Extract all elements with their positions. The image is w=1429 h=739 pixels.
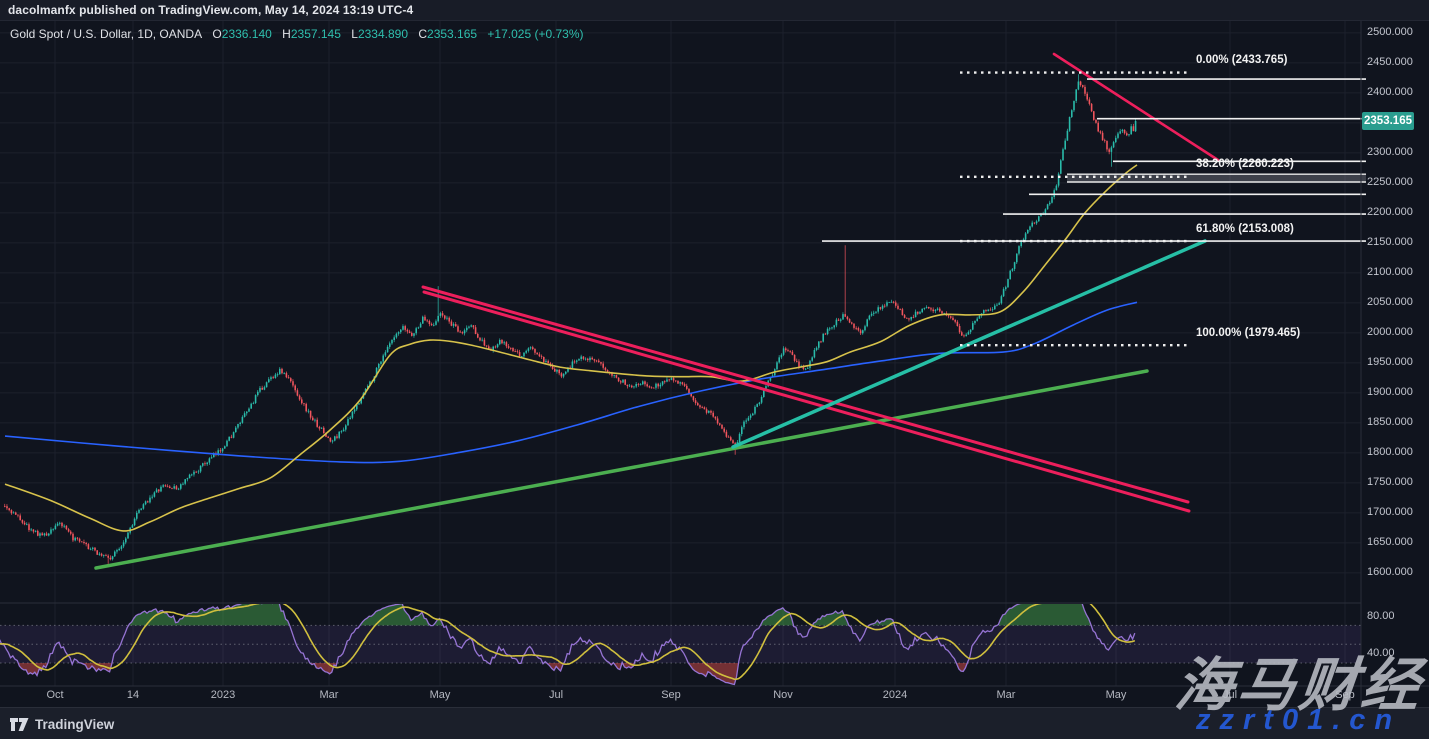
pink-channel-line	[421, 285, 1190, 504]
price-axis-label: 1650.000	[1367, 536, 1413, 549]
rsi-overbought-fill	[128, 604, 1092, 626]
price-axis-label: 1800.000	[1367, 446, 1413, 459]
time-axis-label: 14	[126, 689, 140, 701]
open-label: O	[212, 27, 222, 41]
time-axis-label: Mar	[319, 689, 339, 701]
price-axis-label: 2150.000	[1367, 236, 1413, 249]
moving-averages	[4, 164, 1138, 532]
attribution-bar: dacolmanfx published on TradingView.com,…	[0, 0, 1429, 21]
indicator-axis-label: 40.00	[1367, 647, 1395, 660]
price-axis-label: 2050.000	[1367, 296, 1413, 309]
fib-label: 0.00% (2433.765)	[1196, 54, 1288, 67]
price-axis-label: 2200.000	[1367, 206, 1413, 219]
symbol-title: Gold Spot / U.S. Dollar, 1D, OANDA	[10, 27, 203, 41]
price-axis-label: 2400.000	[1367, 86, 1413, 99]
time-axis-label: Jul	[548, 689, 564, 701]
sma-fast-line	[4, 164, 1138, 532]
fib-label: 61.80% (2153.008)	[1196, 222, 1294, 235]
rsi-line	[0, 604, 1136, 686]
symbol-legend[interactable]: Gold Spot / U.S. Dollar, 1D, OANDA O2336…	[10, 27, 584, 41]
time-axis-label: May	[429, 689, 451, 701]
indicator-axis-label: 80.00	[1367, 609, 1395, 622]
time-axis-label: Jul	[1222, 689, 1238, 701]
price-axis-label: 1850.000	[1367, 416, 1413, 429]
open-value: 2336.140	[221, 27, 272, 41]
high-label: H	[282, 27, 291, 41]
price-axis-label: 1700.000	[1367, 506, 1413, 519]
rising-support-green	[94, 369, 1149, 570]
rsi-oversold-fill	[18, 663, 968, 685]
price-axis-label: 2450.000	[1367, 56, 1413, 69]
descending-pink	[1052, 52, 1220, 162]
footer-bar: TradingView	[0, 707, 1429, 739]
time-axis-label: Nov	[773, 689, 793, 701]
price-axis-label: 1600.000	[1367, 566, 1413, 579]
price-axis-label: 2100.000	[1367, 266, 1413, 279]
time-axis-label: Oct	[46, 689, 64, 701]
trendlines	[94, 52, 1220, 570]
price-axis-label: 2500.000	[1367, 26, 1413, 39]
close-label: C	[418, 27, 428, 41]
tradingview-logo-icon[interactable]	[10, 717, 29, 732]
price-levels	[822, 71, 1366, 347]
pink-channel-line	[422, 290, 1191, 513]
attribution-text: dacolmanfx published on TradingView.com,…	[8, 3, 414, 17]
gray-band	[1067, 174, 1366, 182]
time-axis-label: Sep	[1335, 689, 1355, 701]
change-value: +17.025 (+0.73%)	[487, 27, 584, 41]
rsi-ma-line	[0, 604, 1136, 681]
price-axis-label: 2000.000	[1367, 326, 1413, 339]
price-axis-label: 2300.000	[1367, 146, 1413, 159]
low-value: 2334.890	[357, 27, 408, 41]
price-axis-label: 1950.000	[1367, 356, 1413, 369]
price-axis-label: 1750.000	[1367, 476, 1413, 489]
close-value: 2353.165	[427, 27, 478, 41]
time-axis-label: May	[1105, 689, 1127, 701]
time-axis-label: Sep	[661, 689, 681, 701]
last-price-value: 2353.165	[1364, 115, 1412, 127]
time-axis-label: 2023	[210, 689, 236, 701]
high-value: 2357.145	[290, 27, 341, 41]
time-axis-label: Mar	[996, 689, 1016, 701]
low-label: L	[351, 27, 358, 41]
time-axis-label: 2024	[882, 689, 908, 701]
last-price-badge: 2353.165	[1362, 112, 1414, 130]
tradingview-brand[interactable]: TradingView	[35, 716, 115, 732]
price-axis-label: 2250.000	[1367, 176, 1413, 189]
fib-label: 38.20% (2260.223)	[1196, 158, 1294, 171]
fib-label: 100.00% (1979.465)	[1196, 326, 1301, 339]
candles	[4, 74, 1137, 564]
price-axis-label: 1900.000	[1367, 386, 1413, 399]
